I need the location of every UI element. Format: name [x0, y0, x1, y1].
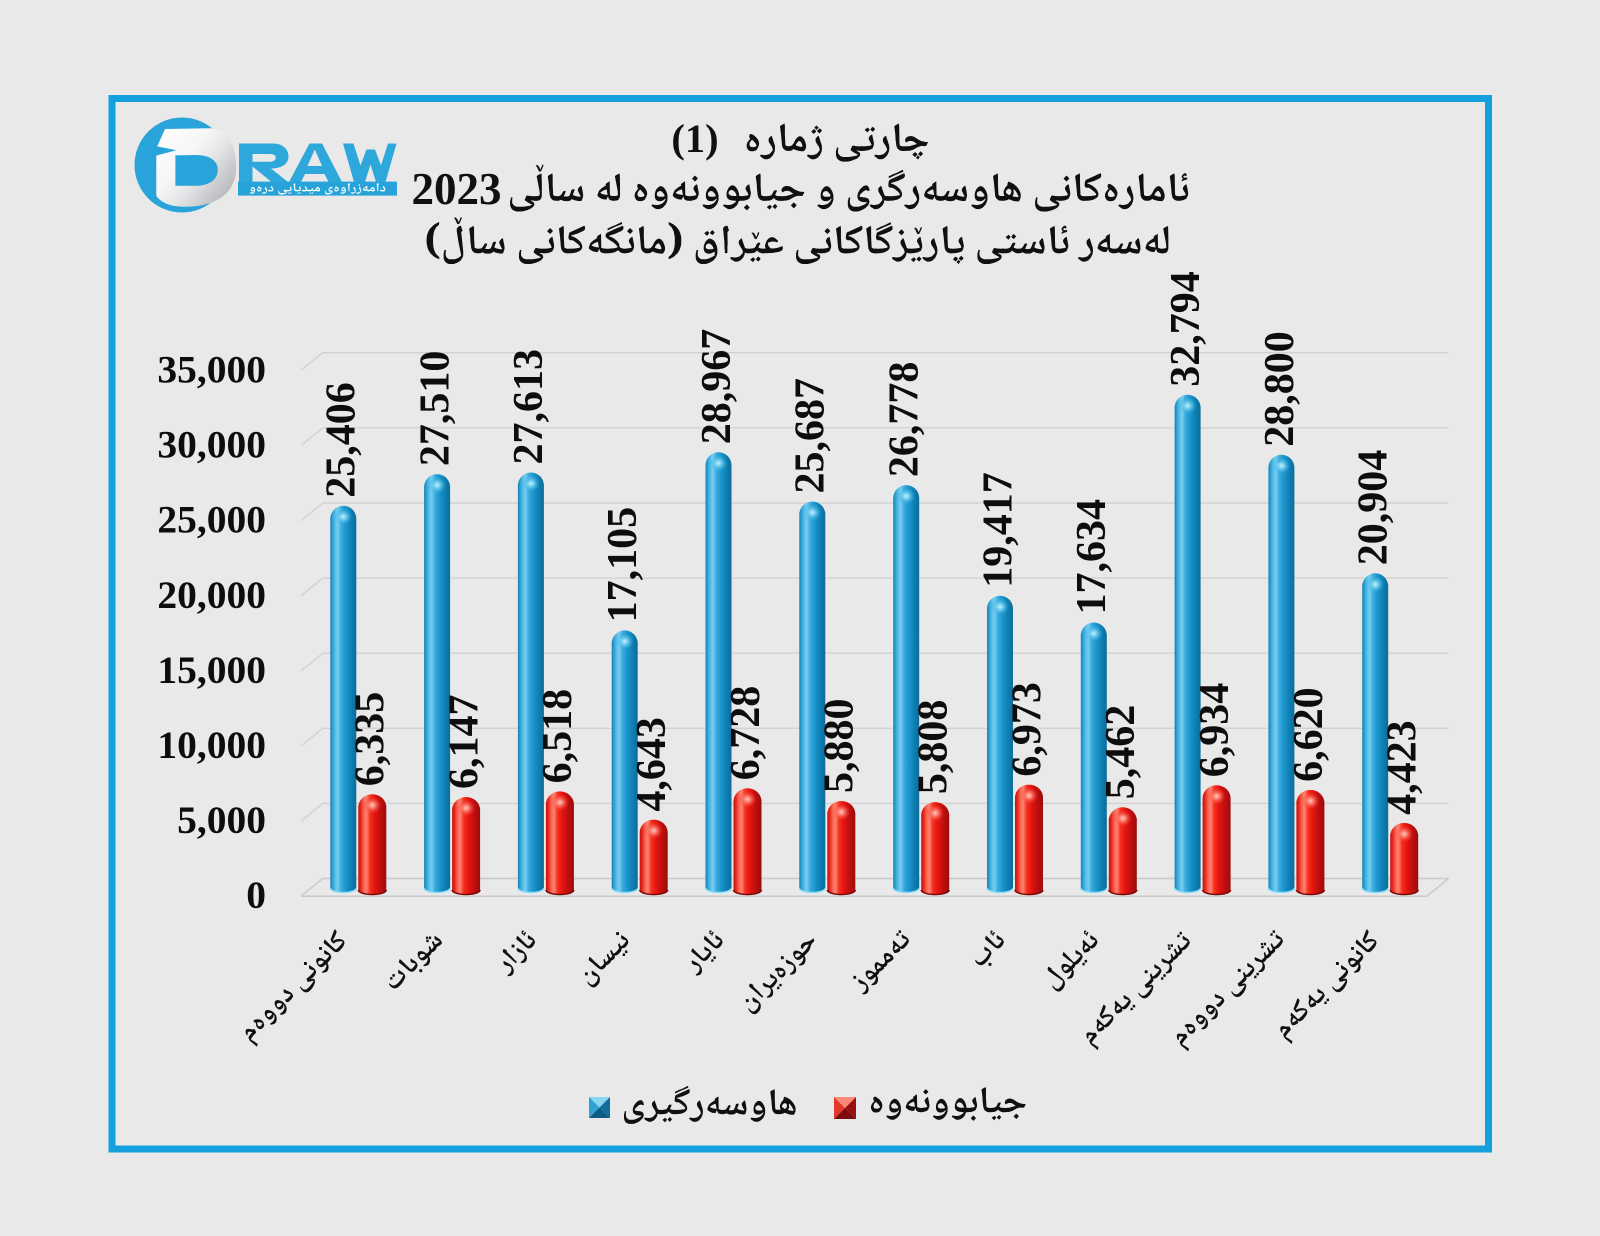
svg-text:5,808: 5,808: [911, 700, 957, 795]
svg-text:6,335: 6,335: [348, 692, 394, 787]
svg-text:25,000: 25,000: [157, 498, 266, 542]
svg-text:4,643: 4,643: [629, 717, 675, 812]
svg-text:6,728: 6,728: [723, 686, 769, 781]
svg-text:6,147: 6,147: [441, 695, 487, 790]
svg-text:5,000: 5,000: [177, 798, 266, 842]
svg-text:27,510: 27,510: [412, 351, 458, 467]
svg-text:20,904: 20,904: [1351, 450, 1397, 566]
svg-text:20,000: 20,000: [157, 573, 266, 617]
svg-text:6,934: 6,934: [1192, 683, 1238, 778]
svg-text:25,406: 25,406: [319, 382, 365, 498]
svg-text:17,634: 17,634: [1069, 499, 1115, 615]
svg-text:2023: 2023: [412, 164, 502, 214]
svg-text:10,000: 10,000: [157, 723, 266, 767]
svg-text:5,462: 5,462: [1098, 705, 1144, 800]
svg-text:6,620: 6,620: [1286, 687, 1332, 782]
svg-text:32,794: 32,794: [1163, 271, 1209, 387]
svg-text:4,423: 4,423: [1380, 720, 1426, 815]
svg-text:15,000: 15,000: [157, 648, 266, 692]
svg-text:28,967: 28,967: [694, 329, 740, 445]
svg-text:17,105: 17,105: [600, 507, 646, 623]
svg-text:(1): (1): [671, 116, 718, 161]
svg-text:30,000: 30,000: [157, 423, 266, 467]
svg-text:26,778: 26,778: [882, 362, 928, 478]
svg-text:5,880: 5,880: [817, 699, 863, 794]
svg-text:27,613: 27,613: [506, 349, 552, 465]
svg-text:6,973: 6,973: [1004, 682, 1050, 777]
svg-text:28,800: 28,800: [1257, 331, 1303, 447]
svg-text:35,000: 35,000: [157, 347, 266, 391]
svg-text:6,518: 6,518: [535, 689, 581, 784]
svg-text:19,417: 19,417: [975, 472, 1021, 588]
svg-text:0: 0: [246, 873, 266, 917]
svg-text:25,687: 25,687: [788, 378, 834, 494]
